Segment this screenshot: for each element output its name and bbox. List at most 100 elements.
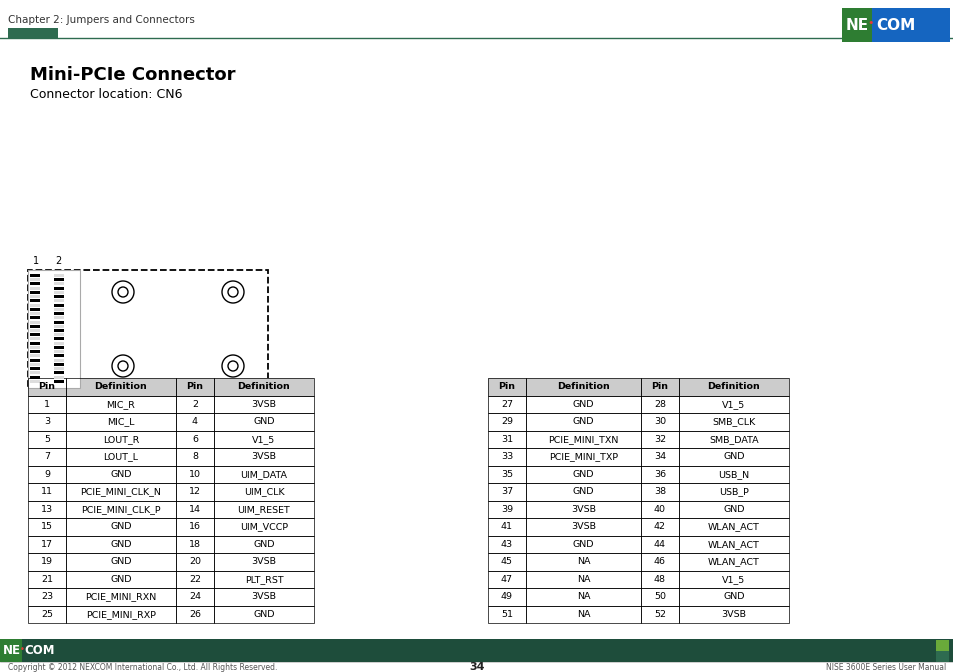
Bar: [640, 413, 679, 431]
Text: Copyright © 2012 NEXCOM International Co., Ltd. All Rights Reserved.: Copyright © 2012 NEXCOM International Co…: [8, 663, 277, 671]
Text: 32: 32: [653, 435, 665, 444]
Bar: [525, 571, 640, 588]
Bar: [213, 396, 314, 413]
Bar: [679, 413, 788, 431]
Bar: [28, 501, 66, 518]
Bar: [488, 605, 788, 623]
Bar: [935, 653, 949, 666]
Bar: [28, 553, 314, 571]
Text: NA: NA: [577, 557, 590, 566]
Text: PCIE_MINI_RXP: PCIE_MINI_RXP: [86, 610, 156, 619]
Bar: [488, 518, 525, 536]
Bar: [175, 413, 213, 431]
Bar: [28, 518, 66, 536]
Text: Definition: Definition: [94, 382, 147, 391]
Text: 51: 51: [500, 610, 513, 619]
Text: 47: 47: [500, 575, 513, 584]
Bar: [66, 396, 175, 413]
Text: 3VSB: 3VSB: [252, 400, 276, 409]
Text: 35: 35: [500, 470, 513, 478]
Bar: [66, 483, 175, 501]
Bar: [213, 536, 314, 553]
Text: 23: 23: [41, 592, 53, 601]
Bar: [525, 431, 640, 448]
Bar: [28, 378, 314, 396]
Text: PLT_RST: PLT_RST: [244, 575, 283, 584]
Bar: [30, 312, 40, 315]
Text: 44: 44: [654, 540, 665, 549]
Bar: [679, 605, 788, 623]
Text: 2: 2: [192, 400, 198, 409]
Bar: [28, 588, 66, 605]
Circle shape: [228, 361, 237, 371]
Bar: [28, 501, 314, 518]
Bar: [213, 431, 314, 448]
Text: Pin: Pin: [186, 382, 203, 391]
Bar: [488, 536, 525, 553]
Text: NE: NE: [845, 17, 868, 32]
Text: •: •: [21, 650, 26, 659]
Text: GND: GND: [572, 400, 594, 409]
Bar: [488, 378, 525, 396]
Text: •: •: [20, 646, 25, 655]
Bar: [640, 378, 679, 396]
Bar: [640, 466, 679, 483]
Bar: [175, 605, 213, 623]
Text: UIM_VCCP: UIM_VCCP: [240, 522, 288, 532]
Bar: [0, 639, 24, 672]
Text: 51: 51: [30, 391, 42, 401]
Text: GND: GND: [111, 470, 132, 478]
Bar: [488, 413, 525, 431]
Bar: [30, 282, 40, 286]
Bar: [679, 536, 788, 553]
Text: Pin: Pin: [498, 382, 515, 391]
Text: 19: 19: [41, 557, 53, 566]
Text: 28: 28: [654, 400, 665, 409]
Bar: [28, 413, 314, 431]
Bar: [525, 605, 640, 623]
Text: NISE 3600E Series User Manual: NISE 3600E Series User Manual: [825, 663, 945, 671]
Bar: [30, 325, 40, 328]
Bar: [66, 378, 175, 396]
Bar: [66, 605, 175, 623]
Text: 15: 15: [41, 522, 53, 532]
Bar: [66, 518, 175, 536]
Text: GND: GND: [722, 452, 744, 461]
Text: PCIE_MINI_CLK_P: PCIE_MINI_CLK_P: [81, 505, 161, 514]
Text: 41: 41: [500, 522, 513, 532]
Bar: [679, 518, 788, 536]
Circle shape: [118, 361, 128, 371]
Bar: [54, 354, 64, 358]
Text: 22: 22: [189, 575, 201, 584]
Text: 52: 52: [654, 610, 665, 619]
Text: WLAN_ACT: WLAN_ACT: [707, 540, 760, 549]
Bar: [488, 448, 525, 466]
Bar: [488, 588, 525, 605]
Bar: [30, 376, 40, 378]
Text: 3: 3: [44, 417, 50, 426]
Bar: [30, 337, 40, 341]
Bar: [54, 380, 64, 383]
Text: WLAN_ACT: WLAN_ACT: [707, 557, 760, 566]
Text: 34: 34: [469, 644, 484, 654]
Text: 45: 45: [500, 557, 513, 566]
Bar: [30, 304, 40, 306]
Text: 39: 39: [500, 505, 513, 514]
Bar: [30, 333, 40, 336]
Bar: [213, 448, 314, 466]
Bar: [30, 291, 40, 294]
Text: LOUT_R: LOUT_R: [103, 435, 139, 444]
Text: Chapter 2: Jumpers and Connectors: Chapter 2: Jumpers and Connectors: [8, 15, 194, 25]
Text: 3VSB: 3VSB: [571, 522, 596, 532]
Bar: [488, 571, 525, 588]
Bar: [30, 321, 40, 323]
Bar: [28, 270, 268, 388]
Text: 3VSB: 3VSB: [252, 557, 276, 566]
Bar: [54, 367, 64, 370]
Text: GND: GND: [111, 557, 132, 566]
Text: 42: 42: [654, 522, 665, 532]
Text: MIC_R: MIC_R: [107, 400, 135, 409]
Bar: [30, 278, 40, 281]
Bar: [640, 448, 679, 466]
Bar: [488, 553, 788, 571]
